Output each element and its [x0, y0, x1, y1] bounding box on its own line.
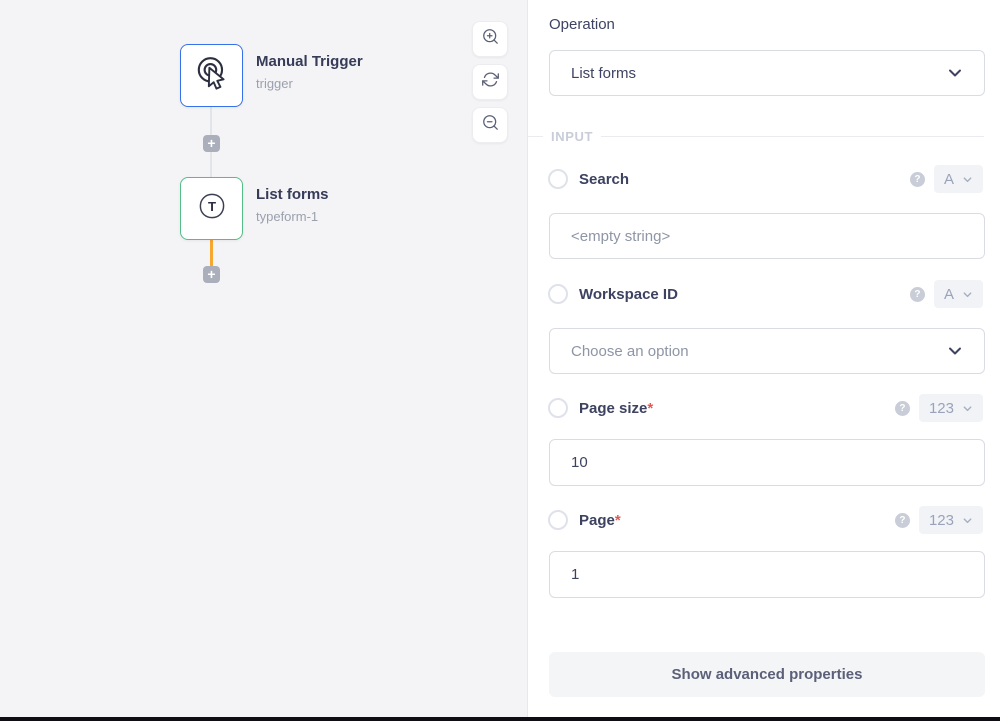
field-row-page-size: Page size* ? 123	[548, 394, 983, 422]
chevron-down-icon	[963, 176, 972, 182]
type-chip-label: A	[943, 170, 954, 188]
field-label-page-size: Page size*	[579, 399, 654, 417]
zoom-in-icon	[481, 27, 500, 51]
page-input[interactable]	[549, 551, 985, 598]
node-manual-trigger[interactable]	[180, 44, 243, 107]
help-icon[interactable]: ?	[894, 400, 910, 416]
window-bottom-edge	[0, 717, 1000, 721]
help-icon[interactable]: ?	[909, 171, 925, 187]
input-section-divider: INPUT	[528, 129, 984, 144]
workspace-id-select[interactable]: Choose an option	[549, 328, 985, 374]
node-subtitle: trigger	[256, 76, 293, 91]
workflow-canvas[interactable]: Manual Trigger trigger + T List forms ty…	[0, 0, 527, 717]
add-node-button[interactable]: +	[203, 135, 220, 152]
map-toggle-radio[interactable]	[548, 510, 568, 530]
field-label-search: Search	[579, 170, 630, 188]
input-section-title: INPUT	[551, 129, 593, 144]
field-row-page: Page* ? 123	[548, 506, 983, 534]
type-chip-text[interactable]: A	[933, 280, 983, 308]
typeform-icon: T	[193, 187, 231, 230]
show-advanced-properties-button[interactable]: Show advanced properties	[549, 652, 985, 697]
type-chip-number[interactable]: 123	[918, 506, 983, 534]
node-subtitle: typeform-1	[256, 209, 319, 224]
reset-view-button[interactable]	[472, 64, 508, 100]
workspace-id-select-placeholder: Choose an option	[571, 342, 689, 360]
chevron-down-icon	[949, 69, 961, 77]
divider-line	[528, 136, 543, 137]
add-node-button[interactable]: +	[203, 266, 220, 283]
search-input[interactable]	[549, 213, 985, 259]
divider-line	[601, 136, 984, 137]
field-label-workspace-id: Workspace ID	[579, 285, 678, 303]
operation-label: Operation	[549, 16, 615, 33]
map-toggle-radio[interactable]	[548, 169, 568, 189]
refresh-icon	[481, 71, 499, 93]
type-chip-label: A	[943, 285, 954, 303]
field-controls: ? 123	[894, 506, 983, 534]
svg-text:T: T	[207, 199, 215, 214]
type-chip-text[interactable]: A	[933, 165, 983, 193]
field-controls: ? A	[909, 280, 983, 308]
operation-select[interactable]: List forms	[549, 50, 985, 96]
zoom-out-icon	[481, 113, 500, 137]
field-row-workspace-id: Workspace ID ? A	[548, 280, 983, 308]
map-toggle-radio[interactable]	[548, 398, 568, 418]
chevron-down-icon	[963, 517, 972, 523]
cursor-click-icon	[193, 54, 231, 97]
zoom-in-button[interactable]	[472, 21, 508, 57]
field-controls: ? 123	[894, 394, 983, 422]
type-chip-label: 123	[928, 399, 954, 417]
field-controls: ? A	[909, 165, 983, 193]
field-row-search: Search ? A	[548, 165, 983, 193]
properties-panel: Operation List forms INPUT Search ? A	[527, 0, 1000, 717]
node-title: Manual Trigger	[256, 53, 363, 70]
page-size-input[interactable]	[549, 439, 985, 486]
chevron-down-icon	[963, 405, 972, 411]
node-list-forms[interactable]: T	[180, 177, 243, 240]
type-chip-number[interactable]: 123	[918, 394, 983, 422]
chevron-down-icon	[949, 347, 961, 355]
field-label-page: Page*	[579, 511, 621, 529]
operation-select-value: List forms	[571, 64, 637, 82]
zoom-out-button[interactable]	[472, 107, 508, 143]
help-icon[interactable]: ?	[894, 512, 910, 528]
node-title: List forms	[256, 186, 329, 203]
help-icon[interactable]: ?	[909, 286, 925, 302]
zoom-toolbar	[472, 21, 508, 143]
connector-line-active	[210, 240, 213, 267]
type-chip-label: 123	[928, 511, 954, 529]
chevron-down-icon	[963, 291, 972, 297]
map-toggle-radio[interactable]	[548, 284, 568, 304]
